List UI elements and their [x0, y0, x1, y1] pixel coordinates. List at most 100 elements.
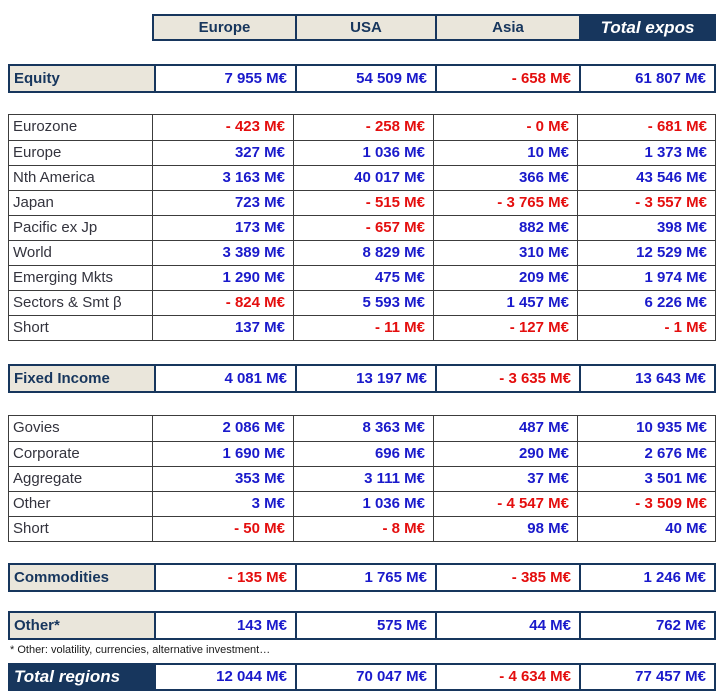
table-row: Europe 327 M€ 1 036 M€ 10 M€ 1 373 M€: [9, 140, 715, 165]
value-cell: 575 M€: [295, 613, 435, 638]
value-cell: 8 363 M€: [293, 416, 433, 441]
row-label-fixed-income: Fixed Income: [10, 366, 154, 391]
value-cell: - 50 M€: [152, 517, 293, 541]
value-cell: - 3 509 M€: [577, 492, 715, 516]
table-row: Emerging Mkts 1 290 M€ 475 M€ 209 M€ 1 9…: [9, 265, 715, 290]
col-header-total-expos: Total expos: [579, 16, 714, 39]
value-cell: 12 044 M€: [154, 665, 295, 689]
col-header-europe: Europe: [154, 16, 295, 39]
commodities-band: Commodities - 135 M€ 1 765 M€ - 385 M€ 1…: [8, 563, 716, 592]
row-label-equity-short: Short: [9, 316, 152, 340]
row-label-eurozone: Eurozone: [9, 115, 152, 140]
value-cell: 1 036 M€: [293, 141, 433, 165]
table-row: Eurozone - 423 M€ - 258 M€ - 0 M€ - 681 …: [9, 115, 715, 140]
value-cell: 882 M€: [433, 216, 577, 240]
row-label-equity: Equity: [10, 66, 154, 91]
value-cell: 54 509 M€: [295, 66, 435, 91]
row-label-fi-short: Short: [9, 517, 152, 541]
value-cell: 696 M€: [293, 442, 433, 466]
value-cell: 398 M€: [577, 216, 715, 240]
value-cell: 40 M€: [577, 517, 715, 541]
table-row: Pacific ex Jp 173 M€ - 657 M€ 882 M€ 398…: [9, 215, 715, 240]
value-cell: 762 M€: [579, 613, 714, 638]
value-cell: 487 M€: [433, 416, 577, 441]
value-cell: 37 M€: [433, 467, 577, 491]
value-cell: 12 529 M€: [577, 241, 715, 265]
value-cell: 475 M€: [293, 266, 433, 290]
value-cell: 98 M€: [433, 517, 577, 541]
value-cell: 3 389 M€: [152, 241, 293, 265]
value-cell: 3 111 M€: [293, 467, 433, 491]
value-cell: 7 955 M€: [154, 66, 295, 91]
row-label-fi-other: Other: [9, 492, 152, 516]
other-band: Other* 143 M€ 575 M€ 44 M€ 762 M€: [8, 611, 716, 640]
value-cell: 143 M€: [154, 613, 295, 638]
table-row: World 3 389 M€ 8 829 M€ 310 M€ 12 529 M€: [9, 240, 715, 265]
value-cell: 209 M€: [433, 266, 577, 290]
value-cell: - 1 M€: [577, 316, 715, 340]
value-cell: - 127 M€: [433, 316, 577, 340]
table-row: Aggregate 353 M€ 3 111 M€ 37 M€ 3 501 M€: [9, 466, 715, 491]
value-cell: - 8 M€: [293, 517, 433, 541]
value-cell: - 657 M€: [293, 216, 433, 240]
row-label-japan: Japan: [9, 191, 152, 215]
value-cell: 1 765 M€: [295, 565, 435, 590]
value-cell: 13 197 M€: [295, 366, 435, 391]
equity-detail-table: Eurozone - 423 M€ - 258 M€ - 0 M€ - 681 …: [8, 114, 716, 341]
total-regions-band: Total regions 12 044 M€ 70 047 M€ - 4 63…: [8, 663, 716, 691]
value-cell: 327 M€: [152, 141, 293, 165]
row-label-corporate: Corporate: [9, 442, 152, 466]
value-cell: - 11 M€: [293, 316, 433, 340]
value-cell: - 4 634 M€: [435, 665, 579, 689]
value-cell: - 658 M€: [435, 66, 579, 91]
value-cell: - 4 547 M€: [433, 492, 577, 516]
value-cell: - 515 M€: [293, 191, 433, 215]
value-cell: 137 M€: [152, 316, 293, 340]
value-cell: 44 M€: [435, 613, 579, 638]
table-row: Sectors & Smt β - 824 M€ 5 593 M€ 1 457 …: [9, 290, 715, 315]
value-cell: 10 M€: [433, 141, 577, 165]
fixed-income-detail-table: Govies 2 086 M€ 8 363 M€ 487 M€ 10 935 M…: [8, 415, 716, 542]
table-row: Short - 50 M€ - 8 M€ 98 M€ 40 M€: [9, 516, 715, 541]
table-row: Corporate 1 690 M€ 696 M€ 290 M€ 2 676 M…: [9, 441, 715, 466]
value-cell: 290 M€: [433, 442, 577, 466]
value-cell: - 0 M€: [433, 115, 577, 140]
value-cell: 4 081 M€: [154, 366, 295, 391]
value-cell: 366 M€: [433, 166, 577, 190]
value-cell: - 258 M€: [293, 115, 433, 140]
equity-band: Equity 7 955 M€ 54 509 M€ - 658 M€ 61 80…: [8, 64, 716, 93]
value-cell: 1 974 M€: [577, 266, 715, 290]
value-cell: 173 M€: [152, 216, 293, 240]
row-label-world: World: [9, 241, 152, 265]
value-cell: 61 807 M€: [579, 66, 714, 91]
row-label-govies: Govies: [9, 416, 152, 441]
value-cell: 2 086 M€: [152, 416, 293, 441]
value-cell: - 385 M€: [435, 565, 579, 590]
table-row: Other 3 M€ 1 036 M€ - 4 547 M€ - 3 509 M…: [9, 491, 715, 516]
header-row: Europe USA Asia Total expos: [152, 14, 716, 41]
table-row: Nth America 3 163 M€ 40 017 M€ 366 M€ 43…: [9, 165, 715, 190]
value-cell: 3 M€: [152, 492, 293, 516]
value-cell: 6 226 M€: [577, 291, 715, 315]
value-cell: 310 M€: [433, 241, 577, 265]
value-cell: 723 M€: [152, 191, 293, 215]
value-cell: 353 M€: [152, 467, 293, 491]
row-label-pacific-ex-jp: Pacific ex Jp: [9, 216, 152, 240]
value-cell: 1 290 M€: [152, 266, 293, 290]
value-cell: 1 690 M€: [152, 442, 293, 466]
col-header-asia: Asia: [435, 16, 579, 39]
footnote: * Other: volatility, currencies, alterna…: [10, 644, 271, 656]
row-label-aggregate: Aggregate: [9, 467, 152, 491]
value-cell: - 3 765 M€: [433, 191, 577, 215]
row-label-nth-america: Nth America: [9, 166, 152, 190]
col-header-usa: USA: [295, 16, 435, 39]
value-cell: 5 593 M€: [293, 291, 433, 315]
value-cell: 3 501 M€: [577, 467, 715, 491]
value-cell: - 824 M€: [152, 291, 293, 315]
value-cell: 1 373 M€: [577, 141, 715, 165]
value-cell: - 681 M€: [577, 115, 715, 140]
table-row: Short 137 M€ - 11 M€ - 127 M€ - 1 M€: [9, 315, 715, 340]
table-row: Govies 2 086 M€ 8 363 M€ 487 M€ 10 935 M…: [9, 416, 715, 441]
value-cell: 1 246 M€: [579, 565, 714, 590]
